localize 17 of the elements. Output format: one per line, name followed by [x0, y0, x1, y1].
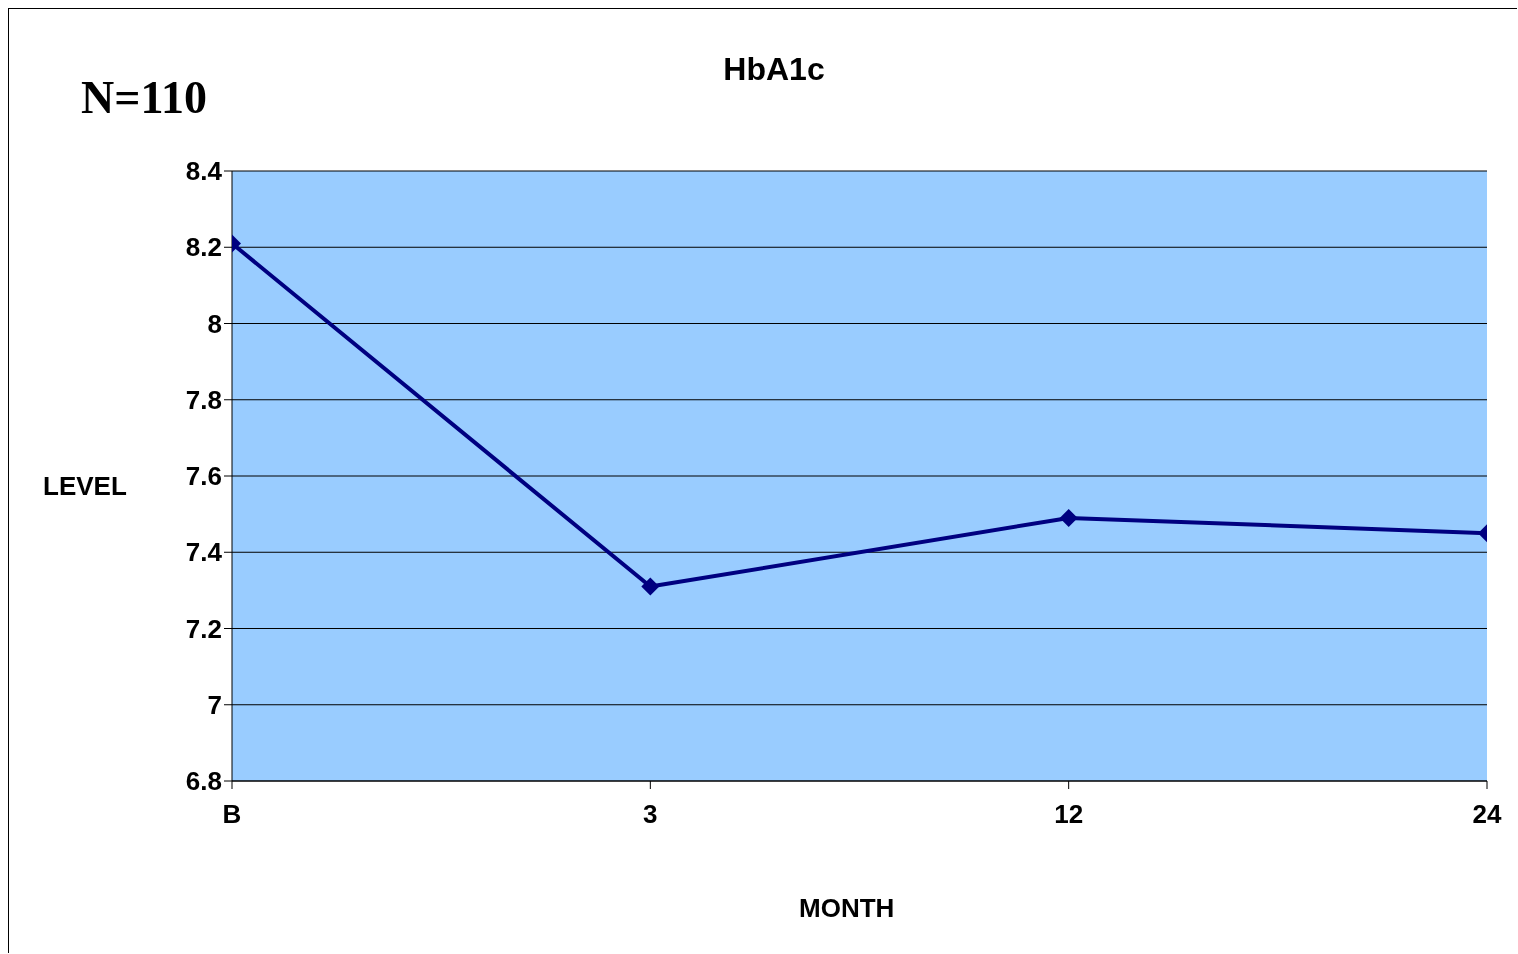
- y-tick-label: 7.2: [185, 613, 222, 644]
- chart-title: HbA1c: [723, 51, 825, 87]
- y-tick-label: 8.2: [185, 232, 222, 263]
- y-tick-label: 7.6: [185, 461, 222, 492]
- x-tick-label: 24: [1472, 799, 1502, 830]
- x-tick-label: 12: [1054, 799, 1084, 830]
- y-tick-label: 8.4: [185, 156, 223, 187]
- y-tick-label: 7.4: [185, 537, 223, 568]
- y-tick-label: 7: [207, 689, 222, 720]
- y-tick-label: 6.8: [185, 766, 222, 797]
- y-tick-label: 7.8: [185, 384, 222, 415]
- x-axis-title: MONTH: [799, 893, 895, 924]
- x-tick-label: B: [222, 799, 242, 830]
- text: N=110: [81, 71, 207, 124]
- x-tick-label: 3: [643, 799, 658, 830]
- y-axis-title: LEVEL: [43, 471, 127, 502]
- y-tick-label: 8: [207, 308, 222, 339]
